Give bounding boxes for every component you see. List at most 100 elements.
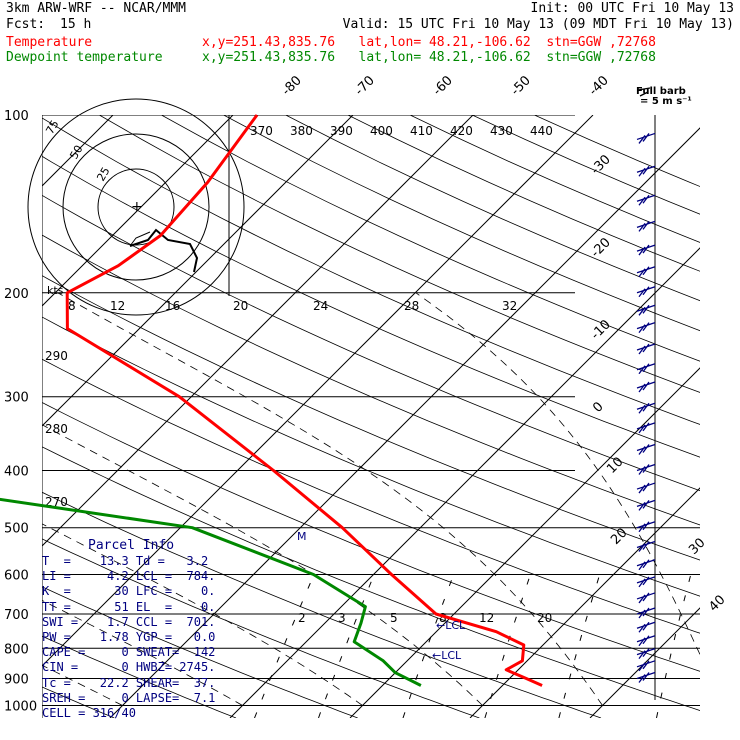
theta-label: 280 [45,422,68,436]
dry-adiabat-line [161,115,700,362]
isotherm-label: -60 [430,73,456,99]
dry-adiabat-line [42,275,700,561]
parcel-info-row: T = 13.3 Td = 3.2 [42,554,209,568]
dewpoint-legend: Dewpoint temperature [6,50,163,65]
full-barb-icon [637,87,651,97]
isotherm-label: -70 [352,73,378,99]
wind-barb [636,244,656,256]
parcel-info-row: PW = 1.78 YGP = 0.0 [42,630,216,645]
valid-time: Valid: 15 UTC Fri 10 May 13 (09 MDT Fri … [342,17,734,32]
mixing-ratio-line [254,574,315,718]
wind-barb [636,482,656,494]
moist-adiabat-line [42,523,363,706]
moist-adiabat-line [415,292,700,656]
dry-adiabat-line [42,538,480,718]
mixing-ratio-line [484,574,531,718]
isotherm-label: -10 [588,317,614,343]
marker-m: M [297,530,307,543]
dry-adiabat-line [42,117,700,425]
mixing-ratio-line [656,574,692,718]
dry-adiabat-line [99,115,700,393]
wind-barb [636,499,656,511]
mixing-ratio-line [558,574,601,718]
pressure-tick-label: 100 [4,109,29,124]
mixing-ratio-label: 3 [338,611,346,625]
init-time: Init: 00 UTC Fri 10 May 13 [530,1,735,16]
wind-barb [636,402,656,414]
temperature-profile [65,114,543,687]
wind-barb [636,576,656,588]
dewpoint-location: x,y=251.43,835.76 lat,lon= 48.21,-106.62… [202,50,656,65]
parcel-info-row: CIN = 0 HWBZ= 2745. [42,660,216,675]
temperature-legend: Temperature [6,35,93,50]
wind-barb [636,343,656,355]
wind-barb [636,194,656,206]
isotherm-line [42,115,234,307]
hodograph-speed-label: 8 [68,299,76,313]
dry-adiabat-line [472,115,700,215]
wind-barb [636,132,656,144]
dry-adiabat-line [42,194,700,492]
wind-barb [636,635,656,647]
wind-barb [636,521,656,533]
wind-barb [636,621,656,633]
parcel-info-row: SREH = 0 LAPSE= 7.1 [42,690,216,705]
lcl-marker: ←LCL [432,649,462,662]
theta-label: 400 [370,124,393,138]
theta-label: 410 [410,124,433,138]
pressure-tick-label: 200 [4,287,29,302]
wind-barb [636,540,656,552]
theta-label: 380 [290,124,313,138]
moist-adiabat-line [57,292,603,706]
mixing-ratio-line [402,574,455,718]
isotherm-label: -40 [586,73,612,99]
parcel-info-row: CAPE = 0 SWEAT= 142 [42,645,216,660]
wind-barb [636,607,656,619]
hodograph-speed-label: 16 [165,299,180,313]
pressure-tick-label: 1000 [4,699,37,714]
wind-barb [636,381,656,393]
wind-barb [636,165,656,177]
wind-barb [636,592,656,604]
forecast-label: Fcst: [6,17,46,32]
dry-adiabat-line [42,234,700,526]
isotherm-label: 30 [686,536,708,558]
dry-adiabat-line [42,446,700,711]
isotherm-label: 10 [604,455,626,477]
moist-adiabat-line [42,599,243,706]
isotherm-line [42,115,474,547]
hodograph-center: + [131,199,143,215]
mixing-ratio-label: 12 [479,611,494,625]
isotherm-label: -80 [279,73,305,99]
parcel-info-title: Parcel Info [88,538,175,553]
wind-barb [636,266,656,278]
wind-barb [636,463,656,475]
hodograph-ring [27,98,245,316]
hodograph-speed-label: 32 [502,299,517,313]
temperature-location: x,y=251.43,835.76 lat,lon= 48.21,-106.62… [202,35,656,50]
wind-barb [636,321,656,333]
wind-barb [636,286,656,298]
theta-label: 290 [45,349,68,363]
parcel-info-panel: Parcel Info T = 13.3 Td = 3.2 LI = 4.2 LC… [42,537,232,721]
hodograph-speed-label: 20 [233,299,248,313]
isotherm-line [589,607,700,718]
hodograph-unit: kts [47,284,64,297]
isotherm-line [710,115,740,718]
isotherm-line [469,487,700,718]
dewpoint-profile [0,497,422,687]
pressure-tick-label: 700 [4,608,29,623]
theta-label: 430 [490,124,513,138]
pressure-tick-label: 900 [4,672,29,687]
theta-label: 370 [250,124,273,138]
parcel-info-row: CELL = 316/40 [42,706,136,721]
parcel-info-row: Tc = 22.2 SHEAR= 37. [42,675,216,690]
isotherm-line [109,127,700,718]
dry-adiabat-line [42,402,700,672]
isotherm-label: -50 [508,73,534,99]
theta-label: 390 [330,124,353,138]
pressure-tick-label: 800 [4,642,29,657]
hodograph-speed-label: 24 [313,299,328,313]
isotherm-label: -30 [588,152,614,178]
full-barb-unit: = 5 m s⁻¹ [640,96,692,107]
